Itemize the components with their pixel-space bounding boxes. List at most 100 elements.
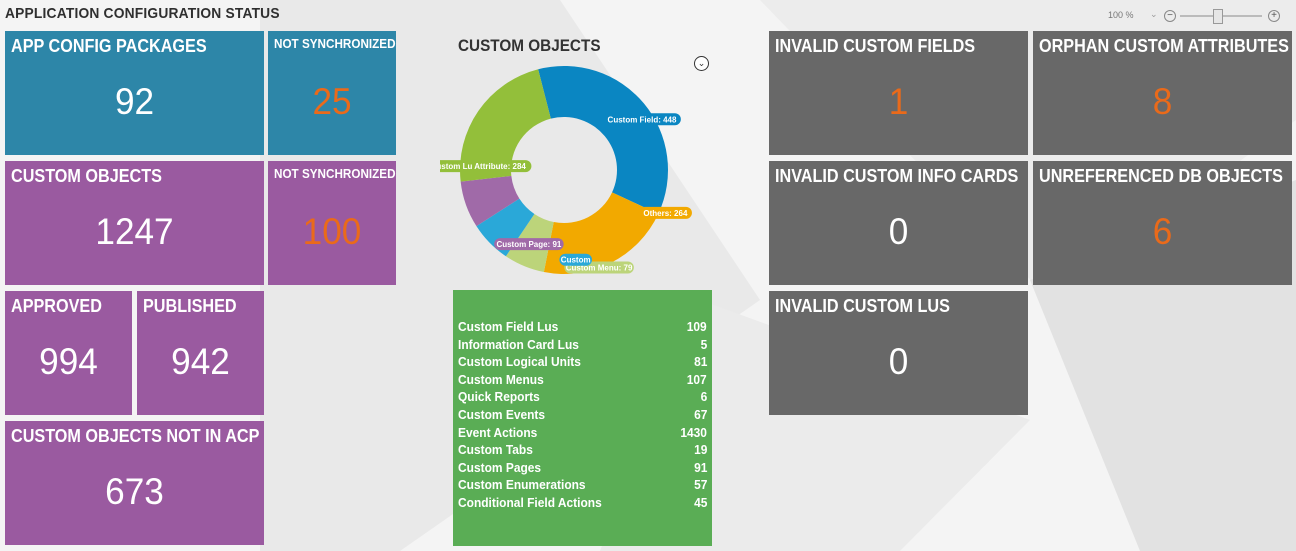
zoom-level[interactable]: 100 % — [1108, 10, 1134, 20]
breakdown-label: Custom Enumerations — [458, 477, 586, 493]
donut-slice-label-pill — [494, 238, 564, 251]
tile-unreferenced-db-objects[interactable]: UNREFERENCED DB OBJECTS 6 — [1033, 161, 1292, 285]
tile-value: 942 — [171, 341, 230, 382]
breakdown-value: 5 — [700, 336, 707, 352]
donut-slice-label-text: Custom — [561, 256, 591, 265]
tile-value: 1 — [888, 81, 909, 122]
zoom-control: 100 % ⌄ − + — [1106, 8, 1290, 24]
breakdown-label: Custom Logical Units — [458, 354, 581, 370]
donut-slice[interactable] — [460, 69, 551, 182]
zoom-in-button[interactable]: + — [1268, 10, 1280, 22]
tile-label: APPROVED — [11, 296, 102, 316]
tile-value: 92 — [114, 81, 155, 122]
breakdown-value: 91 — [693, 459, 707, 475]
breakdown-label: Custom Tabs — [458, 442, 533, 458]
breakdown-value: 19 — [693, 442, 707, 458]
custom-objects-donut-chart: Custom Field: 448 Others: 264 Custom Menu:… — [440, 66, 692, 274]
tile-custom-objects-not-in-acp[interactable]: CUSTOM OBJECTS NOT IN ACP 673 — [5, 421, 264, 545]
tile-acp-not-synchronized[interactable]: NOT SYNCHRONIZED 25 — [268, 31, 396, 155]
tile-published[interactable]: PUBLISHED 942 — [137, 291, 264, 415]
tile-label: CUSTOM OBJECTS — [11, 166, 162, 186]
breakdown-value: 107 — [687, 371, 707, 387]
donut-slice-label-text: Custom Field: 448 — [608, 115, 677, 124]
breakdown-list: Custom Field Lus 109 Information Card Lus 5… — [458, 318, 707, 512]
tile-label: PUBLISHED — [143, 296, 237, 316]
tile-invalid-custom-lus[interactable]: INVALID CUSTOM LUS 0 — [769, 291, 1028, 415]
zoom-dropdown-chevron-icon[interactable]: ⌄ — [1150, 9, 1158, 19]
donut-slice-label-pill — [638, 206, 692, 219]
breakdown-value: 45 — [693, 494, 707, 510]
breakdown-label: Custom Field Lus — [458, 319, 559, 334]
tile-invalid-custom-info-cards[interactable]: INVALID CUSTOM INFO CARDS 0 — [769, 161, 1028, 285]
breakdown-row: Information Card Lus 5 — [458, 336, 707, 354]
breakdown-value: 57 — [693, 477, 707, 493]
tile-label: UNREFERENCED DB OBJECTS — [1039, 166, 1283, 186]
tile-custom-objects[interactable]: CUSTOM OBJECTS 1247 — [5, 161, 264, 285]
chart-menu-chevron-icon[interactable]: ⌄ — [694, 56, 709, 71]
donut-slice-label-pill — [603, 113, 681, 126]
breakdown-row: Custom Enumerations 57 — [458, 476, 707, 494]
tile-value: 1247 — [95, 211, 174, 252]
tile-value: 0 — [888, 211, 909, 252]
donut-slice-label: Custom — [559, 253, 592, 266]
donut-slice-label-text: Custom Lu Attribute: 284 — [440, 162, 526, 171]
tile-label: ORPHAN CUSTOM ATTRIBUTES — [1039, 36, 1289, 56]
breakdown-row: Custom Events 67 — [458, 406, 707, 424]
breakdown-row: Custom Pages 91 — [458, 459, 707, 477]
page-title: APPLICATION CONFIGURATION STATUS — [5, 5, 280, 22]
tile-value: 6 — [1152, 211, 1173, 252]
zoom-slider-thumb[interactable] — [1213, 9, 1223, 24]
breakdown-label: Conditional Field Actions — [458, 494, 602, 510]
donut-slice[interactable] — [543, 192, 659, 274]
breakdown-value: 67 — [693, 406, 707, 422]
tile-orphan-custom-attributes[interactable]: ORPHAN CUSTOM ATTRIBUTES 8 — [1033, 31, 1292, 155]
donut-title: CUSTOM OBJECTS — [458, 36, 601, 55]
tile-value: 994 — [39, 341, 98, 382]
tile-label: INVALID CUSTOM INFO CARDS — [775, 166, 1019, 186]
breakdown-label: Quick Reports — [458, 389, 540, 405]
donut-slice-label-text: Others: 264 — [643, 209, 688, 218]
tile-label: NOT SYNCHRONIZED — [274, 36, 396, 51]
donut-slice-label: Custom Field: 448 — [603, 113, 681, 126]
breakdown-label: Information Card Lus — [458, 336, 579, 352]
donut-slice-label-text: Custom Menu: 79 — [566, 264, 633, 273]
breakdown-row: Custom Field Lus 109 — [458, 318, 707, 336]
donut-slice-label: Others: 264 — [638, 206, 692, 219]
breakdown-value: 1430 — [680, 424, 707, 440]
custom-objects-breakdown-panel: Custom Field Lus 109 Information Card Lus 5… — [453, 290, 712, 546]
breakdown-value: 81 — [693, 354, 707, 370]
donut-slice-label-pill — [440, 160, 532, 173]
tile-label: INVALID CUSTOM FIELDS — [775, 36, 976, 56]
breakdown-row: Custom Tabs 19 — [458, 441, 707, 459]
donut-slice[interactable] — [476, 198, 535, 257]
tile-approved[interactable]: APPROVED 994 — [5, 291, 132, 415]
breakdown-label: Event Actions — [458, 424, 538, 440]
tile-co-not-synchronized[interactable]: NOT SYNCHRONIZED 100 — [268, 161, 396, 285]
tile-label: APP CONFIG PACKAGES — [11, 36, 207, 56]
breakdown-row: Quick Reports 6 — [458, 388, 707, 406]
breakdown-row: Custom Menus 107 — [458, 371, 707, 389]
breakdown-label: Custom Events — [458, 406, 546, 422]
breakdown-label: Custom Pages — [458, 459, 542, 475]
donut-slice-label-pill — [559, 253, 592, 266]
tile-value: 8 — [1152, 81, 1173, 122]
zoom-out-button[interactable]: − — [1164, 10, 1176, 22]
tile-label: INVALID CUSTOM LUS — [775, 296, 950, 316]
donut-slice[interactable] — [460, 175, 520, 227]
breakdown-label: Custom Menus — [458, 371, 544, 387]
donut-slice-label-text: Custom Page: 91 — [496, 240, 561, 249]
tile-value: 100 — [302, 211, 362, 252]
breakdown-row: Conditional Field Actions 45 — [458, 494, 707, 512]
donut-slice-label: Custom Lu Attribute: 284 — [440, 160, 532, 173]
tile-label: NOT SYNCHRONIZED — [274, 166, 396, 181]
donut-slice[interactable] — [538, 66, 668, 214]
breakdown-value: 109 — [687, 319, 707, 334]
tile-invalid-custom-fields[interactable]: INVALID CUSTOM FIELDS 1 — [769, 31, 1028, 155]
breakdown-row: Custom Logical Units 81 — [458, 353, 707, 371]
donut-slice-label: Custom Page: 91 — [494, 238, 564, 251]
tile-value: 0 — [888, 341, 909, 382]
tile-value: 673 — [105, 471, 164, 512]
tile-label: CUSTOM OBJECTS NOT IN ACP — [11, 426, 260, 446]
breakdown-row: Event Actions 1430 — [458, 424, 707, 442]
tile-app-config-packages[interactable]: APP CONFIG PACKAGES 92 — [5, 31, 264, 155]
